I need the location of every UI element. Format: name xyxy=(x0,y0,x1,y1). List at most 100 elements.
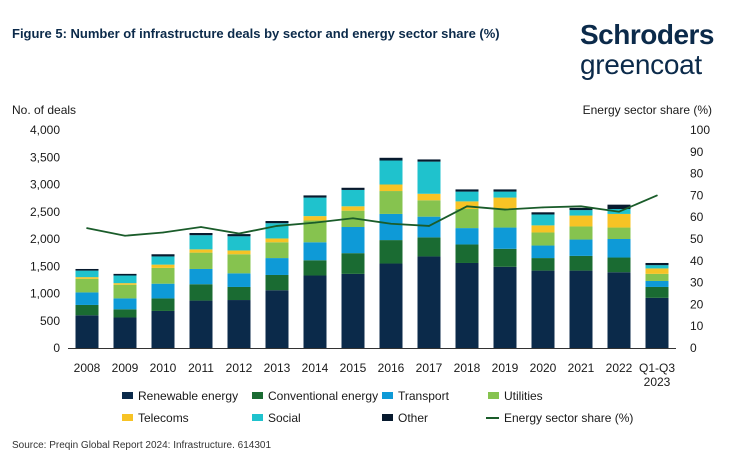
energy-share-point-10 xyxy=(466,205,468,208)
x-tick-label: 2011 xyxy=(188,361,214,375)
legend-swatch-utilities xyxy=(488,392,499,399)
legend-label-conventional-energy: Conventional energy xyxy=(268,389,378,403)
bar-social-12 xyxy=(531,214,555,226)
bar-social-15 xyxy=(645,265,669,269)
energy-share-line xyxy=(86,194,658,237)
bar-conventional-energy-12 xyxy=(531,258,555,271)
y2-tick-label: 100 xyxy=(690,123,710,137)
energy-share-point-8 xyxy=(390,222,392,225)
y2-tick-label: 30 xyxy=(690,276,704,290)
bar-renewable-energy-7 xyxy=(341,273,365,348)
bar-transport-1 xyxy=(113,298,137,310)
bar-telecoms-15 xyxy=(645,268,669,274)
y-tick-label: 1,000 xyxy=(30,287,60,301)
bar-other-4 xyxy=(227,234,251,237)
y2-tick-label: 0 xyxy=(690,341,697,355)
bar-telecoms-4 xyxy=(227,250,251,255)
bar-transport-10 xyxy=(455,228,479,245)
legend-label-other: Other xyxy=(398,411,428,425)
energy-share-point-7 xyxy=(352,217,354,220)
bar-renewable-energy-15 xyxy=(645,297,669,348)
bar-other-14 xyxy=(607,204,631,210)
brand-logo: Schroders greencoat xyxy=(580,20,715,80)
bar-other-1 xyxy=(113,273,137,276)
bar-renewable-energy-11 xyxy=(493,266,517,348)
bar-conventional-energy-14 xyxy=(607,257,631,273)
bar-conventional-energy-15 xyxy=(645,286,669,298)
y-tick-label: 2,000 xyxy=(30,232,60,246)
energy-share-point-13 xyxy=(580,205,582,208)
bar-telecoms-12 xyxy=(531,225,555,233)
x-tick-label-line2: 2023 xyxy=(644,375,671,389)
legend-swatch-conventional-energy xyxy=(252,392,263,399)
y-tick-label: 4,000 xyxy=(30,123,60,137)
bar-social-9 xyxy=(417,161,441,194)
bar-social-7 xyxy=(341,189,365,207)
bar-renewable-energy-3 xyxy=(189,300,213,348)
bar-telecoms-14 xyxy=(607,213,631,228)
bar-renewable-energy-8 xyxy=(379,263,403,348)
bar-social-13 xyxy=(569,210,593,216)
bar-utilities-0 xyxy=(75,278,99,293)
bar-transport-6 xyxy=(303,242,327,261)
bar-conventional-energy-11 xyxy=(493,248,517,267)
y2-tick-label: 20 xyxy=(690,297,704,311)
bar-other-13 xyxy=(569,207,593,211)
y2-tick-label: 60 xyxy=(690,210,704,224)
y-tick-label: 3,000 xyxy=(30,178,60,192)
bar-other-12 xyxy=(531,212,555,215)
energy-share-point-5 xyxy=(276,225,278,227)
x-tick-label: 2021 xyxy=(568,361,595,375)
bar-conventional-energy-0 xyxy=(75,304,99,316)
bar-social-4 xyxy=(227,236,251,251)
bar-other-15 xyxy=(645,262,669,266)
bar-utilities-10 xyxy=(455,209,479,229)
bar-conventional-energy-9 xyxy=(417,237,441,257)
bar-telecoms-9 xyxy=(417,193,441,201)
bar-conventional-energy-2 xyxy=(151,298,175,311)
bar-renewable-energy-12 xyxy=(531,270,555,348)
bar-renewable-energy-2 xyxy=(151,310,175,348)
energy-share-point-1 xyxy=(124,234,126,237)
bar-social-8 xyxy=(379,160,403,185)
bar-renewable-energy-5 xyxy=(265,290,289,348)
bar-telecoms-3 xyxy=(189,249,213,253)
energy-share-point-9 xyxy=(428,225,430,227)
energy-share-point-12 xyxy=(542,206,544,209)
y2-tick-label: 40 xyxy=(690,254,704,268)
bar-transport-9 xyxy=(417,216,441,238)
bar-utilities-14 xyxy=(607,227,631,239)
bar-other-6 xyxy=(303,195,327,198)
energy-share-point-0 xyxy=(86,227,88,229)
bar-utilities-2 xyxy=(151,267,175,284)
y-tick-label: 2,500 xyxy=(30,205,60,219)
bar-telecoms-13 xyxy=(569,215,593,227)
x-tick-label: 2019 xyxy=(492,361,519,375)
bar-transport-13 xyxy=(569,239,593,256)
chart-title: Figure 5: Number of infrastructure deals… xyxy=(12,26,500,41)
y2-axis-title: Energy sector share (%) xyxy=(583,103,712,117)
legend-label-utilities: Utilities xyxy=(504,389,543,403)
bar-conventional-energy-8 xyxy=(379,240,403,264)
source-note: Source: Preqin Global Report 2024: Infra… xyxy=(12,440,272,451)
energy-share-point-11 xyxy=(504,208,506,211)
energy-share-point-3 xyxy=(200,226,202,228)
bar-telecoms-11 xyxy=(493,197,517,210)
bar-utilities-6 xyxy=(303,220,327,243)
bar-telecoms-7 xyxy=(341,206,365,211)
x-tick-label: 2020 xyxy=(530,361,557,375)
bar-utilities-12 xyxy=(531,232,555,246)
bar-conventional-energy-6 xyxy=(303,260,327,276)
y2-tick-label: 80 xyxy=(690,167,704,181)
bar-utilities-9 xyxy=(417,200,441,217)
x-tick-label: 2022 xyxy=(606,361,633,375)
x-tick-label: Q1-Q3 xyxy=(639,361,675,375)
bar-social-0 xyxy=(75,270,99,278)
bar-utilities-3 xyxy=(189,252,213,269)
bar-social-10 xyxy=(455,191,479,202)
bar-utilities-8 xyxy=(379,191,403,214)
bar-telecoms-6 xyxy=(303,216,327,221)
y-axis-title: No. of deals xyxy=(12,103,76,117)
energy-share-point-14 xyxy=(618,210,620,213)
bar-conventional-energy-10 xyxy=(455,244,479,263)
